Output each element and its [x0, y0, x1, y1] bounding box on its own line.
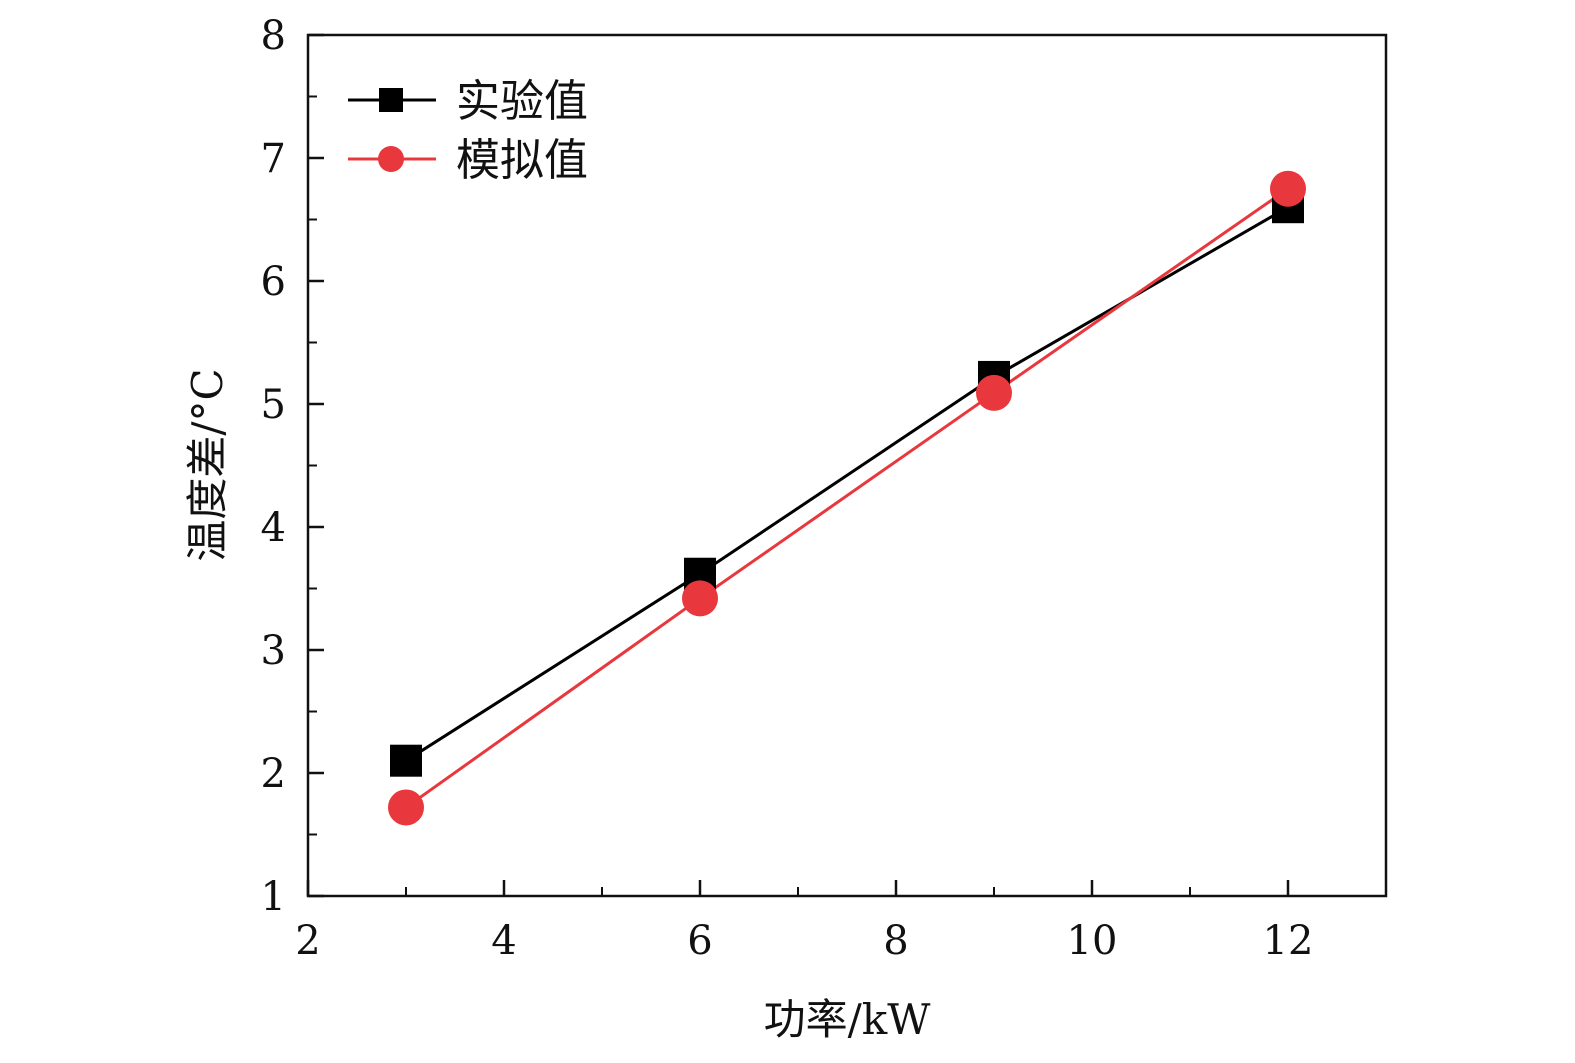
data-point-circle	[682, 580, 718, 617]
legend-marker-circle	[378, 146, 404, 172]
series-line-experimental	[405, 205, 1289, 762]
data-point-circle	[976, 374, 1012, 411]
series-line-simulated	[405, 187, 1289, 809]
legend-marker-square	[379, 88, 403, 112]
y-tick-label: 7	[261, 136, 286, 182]
series-markers	[388, 170, 1306, 826]
y-tick-label: 8	[261, 13, 286, 59]
y-tick-labels: 1 2 3 4 5 6 7 8	[261, 13, 286, 920]
x-tick-label: 8	[883, 918, 908, 964]
y-tick-label: 6	[261, 259, 286, 305]
minor-ticks	[308, 95, 1387, 896]
y-tick-label: 3	[261, 628, 286, 674]
series-lines	[405, 187, 1289, 809]
x-tick-labels: 2 4 6 8 10 12	[295, 918, 1313, 964]
x-tick-label: 6	[687, 918, 712, 964]
x-tick-label: 12	[1263, 918, 1314, 964]
legend-label-simulated: 模拟值	[456, 135, 588, 186]
y-tick-label: 4	[261, 505, 286, 551]
y-tick-label: 1	[261, 874, 286, 920]
major-ticks	[306, 33, 1290, 898]
y-tick-label: 5	[261, 382, 286, 428]
x-tick-label: 2	[295, 918, 320, 964]
data-point-circle	[388, 789, 424, 826]
y-tick-label: 2	[261, 751, 286, 797]
data-point-square	[390, 744, 422, 777]
x-tick-label: 10	[1067, 918, 1118, 964]
x-axis-title: 功率/kW	[764, 995, 932, 1044]
y-axis-title: 温度差/°C	[183, 368, 232, 561]
x-tick-label: 4	[491, 918, 516, 964]
data-point-circle	[1270, 170, 1306, 207]
legend: 实验值 模拟值	[348, 76, 588, 186]
legend-label-experimental: 实验值	[456, 76, 588, 127]
